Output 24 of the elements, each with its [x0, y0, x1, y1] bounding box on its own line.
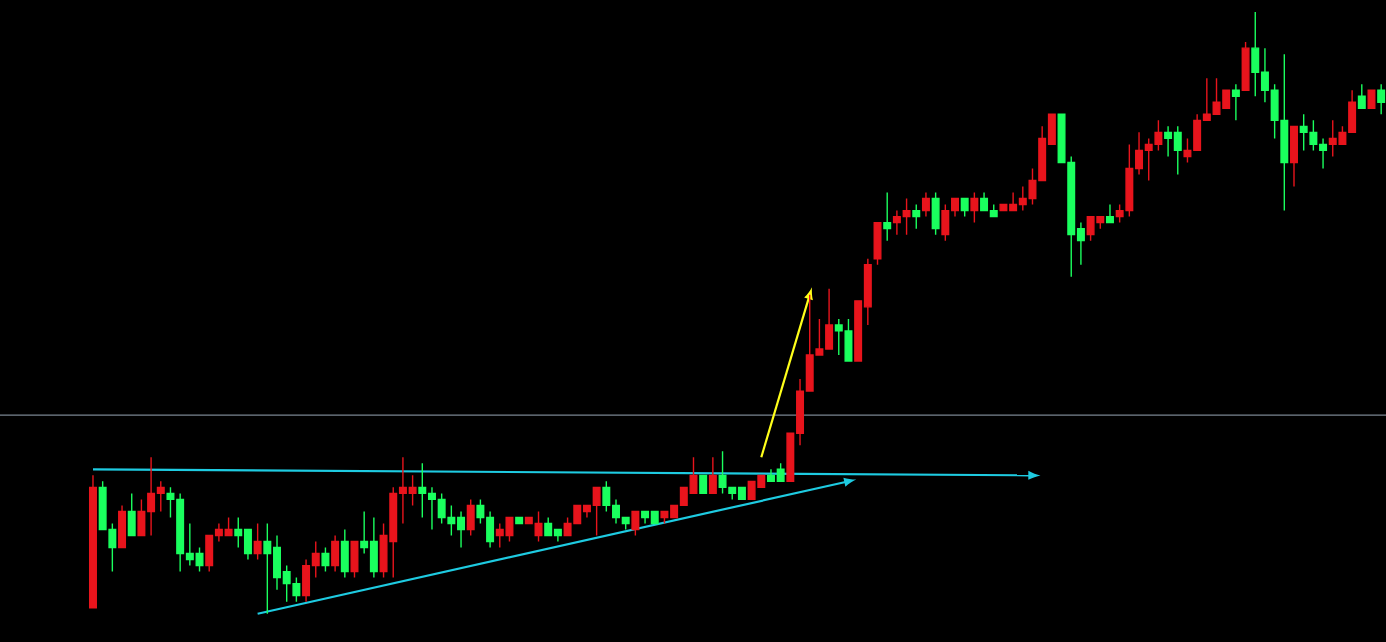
candlestick [515, 516, 524, 525]
candlestick [1241, 41, 1250, 91]
candlestick [1367, 89, 1376, 109]
candlestick [708, 456, 717, 495]
candlestick [1377, 83, 1386, 116]
candlestick [960, 197, 969, 218]
candlestick [631, 510, 640, 537]
candlestick [127, 492, 136, 537]
candlestick [321, 546, 330, 573]
candlestick [331, 534, 340, 573]
candlestick [921, 191, 930, 218]
candlestick [118, 504, 127, 549]
candlestick [1290, 125, 1298, 188]
candlestick [699, 474, 708, 495]
candlestick [931, 191, 940, 236]
candlestick [970, 191, 979, 224]
candlestick [466, 498, 475, 537]
candlestick [88, 474, 97, 609]
candlestick [1357, 83, 1366, 109]
candlestick [340, 528, 349, 579]
candlestick [1105, 203, 1114, 224]
candlestick [1231, 83, 1240, 122]
candlestick [873, 221, 882, 266]
candlestick [253, 522, 262, 561]
